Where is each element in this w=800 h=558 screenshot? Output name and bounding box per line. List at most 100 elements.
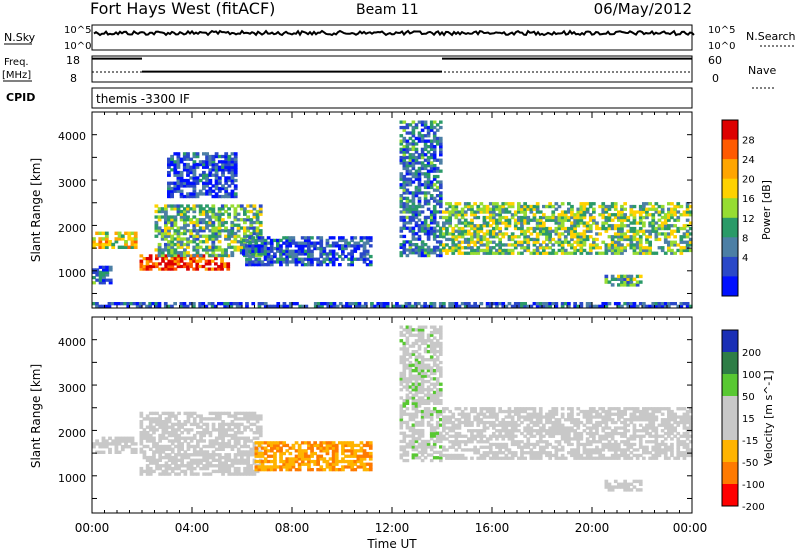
cell-velocity-cells-4	[561, 413, 565, 416]
cell-velocity-cells-1	[240, 417, 244, 420]
cell-power-cells-9	[208, 302, 212, 305]
cell-velocity-cells-4	[583, 410, 587, 413]
cell-velocity-cells-1	[218, 442, 222, 445]
cell-power-cells-9	[555, 302, 559, 305]
cell-velocity-cells-4	[533, 421, 537, 424]
cell-velocity-cells-4	[539, 407, 543, 410]
cell-power-cells-4	[186, 152, 190, 155]
cell-power-cells-6	[424, 121, 428, 124]
cell-power-cells-7	[558, 205, 562, 208]
cell-velocity-cells-0	[102, 437, 106, 440]
cell-power-cells-3	[186, 251, 190, 254]
cell-velocity-cells-4	[495, 429, 499, 432]
cell-velocity-cells-1	[143, 417, 147, 420]
cell-power-cells-7	[558, 232, 562, 235]
cell-velocity-cells-1	[227, 439, 231, 442]
cell-power-cells-6	[403, 197, 407, 200]
cell-power-cells-7	[458, 227, 462, 230]
cell-velocity-cells-4	[520, 446, 524, 449]
date-label: 06/May/2012	[594, 0, 692, 18]
cell-velocity-cells-3	[427, 385, 431, 388]
cell-power-cells-9	[283, 302, 287, 305]
cell-power-cells-7	[561, 202, 565, 205]
freq-tick-top: 18	[66, 54, 80, 67]
cell-velocity-cells-1	[202, 472, 206, 475]
cell-power-cells-6	[418, 161, 422, 164]
cell-velocity-cells-4	[583, 457, 587, 460]
cell-velocity-cells-4	[545, 429, 549, 432]
cell-velocity-cells-4	[595, 446, 599, 449]
cell-power-cells-7	[545, 252, 549, 255]
cell-power-cells-9	[608, 302, 612, 305]
cell-velocity-cells-1	[196, 414, 200, 417]
cell-velocity-cells-1	[234, 412, 238, 415]
cell-power-cells-7	[508, 243, 512, 246]
cell-velocity-cells-3	[418, 456, 422, 459]
nsky-tick-bottom-left: 10^0	[64, 41, 91, 52]
cell-power-cells-7	[592, 216, 596, 219]
cell-power-cells-7	[458, 241, 462, 244]
cell-power-cells-9	[383, 302, 387, 305]
cell-velocity-cells-3	[403, 334, 407, 337]
cell-power-cells-7	[476, 216, 480, 219]
cell-velocity-cells-1	[249, 423, 253, 426]
cell-power-cells-6	[427, 156, 431, 159]
cell-power-cells-6	[418, 224, 422, 227]
cell-power-cells-7	[595, 243, 599, 246]
cell-power-cells-6	[439, 121, 443, 124]
cell-power-cells-7	[620, 243, 624, 246]
cell-velocity-cells-1	[218, 453, 222, 456]
cell-velocity-cells-3	[403, 342, 407, 345]
cell-velocity-cells-1	[158, 472, 162, 475]
cell-velocity-cells-4	[520, 432, 524, 435]
cell-velocity-cells-1	[196, 459, 200, 462]
cell-velocity-cells-4	[533, 451, 537, 454]
cell-power-cells-7	[445, 249, 449, 252]
cell-velocity-cells-4	[520, 407, 524, 410]
cell-velocity-cells-4	[470, 429, 474, 432]
cell-power-cells-7	[658, 205, 662, 208]
cell-power-cells-7	[592, 202, 596, 205]
power-ylabel: Slant Range [km]	[29, 158, 43, 262]
cell-power-cells-7	[445, 238, 449, 241]
cell-velocity-cells-4	[451, 413, 455, 416]
cell-power-cells-0	[102, 243, 106, 246]
cell-power-cells-7	[645, 230, 649, 233]
cell-velocity-cells-3	[418, 396, 422, 399]
cell-power-cells-4	[180, 190, 184, 193]
cell-power-cells-9	[239, 302, 243, 305]
cell-power-cells-6	[415, 148, 419, 151]
cell-velocity-cells-4	[458, 418, 462, 421]
cell-velocity-cells-0	[131, 437, 135, 440]
cell-velocity-cells-1	[202, 445, 206, 448]
cell-power-cells-7	[633, 243, 637, 246]
cell-power-cells-7	[670, 249, 674, 252]
cell-velocity-cells-1	[187, 437, 191, 440]
cell-power-cells-8	[611, 283, 615, 286]
cell-power-cells-6	[403, 202, 407, 205]
cell-power-cells-7	[595, 232, 599, 235]
cell-power-cells-7	[545, 243, 549, 246]
cell-velocity-cells-1	[212, 423, 216, 426]
cell-power-cells-6	[418, 131, 422, 134]
cell-power-cells-7	[495, 202, 499, 205]
cell-power-cells-7	[642, 221, 646, 224]
cell-power-cells-0	[134, 232, 138, 235]
cell-power-cells-6	[439, 137, 443, 140]
cell-velocity-cells-1	[149, 417, 153, 420]
cell-power-cells-0	[92, 237, 96, 240]
cell-power-cells-6	[421, 210, 425, 213]
cell-velocity-cells-1	[171, 467, 175, 470]
cell-velocity-cells-1	[158, 434, 162, 437]
cell-velocity-cells-1	[152, 437, 156, 440]
cell-power-cells-5	[369, 255, 373, 258]
cell-velocity-cells-1	[227, 423, 231, 426]
cell-velocity-cells-1	[240, 431, 244, 434]
nave-tick-bottom: 0	[712, 72, 719, 85]
cell-velocity-cells-1	[227, 434, 231, 437]
cell-power-cells-4	[208, 179, 212, 182]
cell-power-cells-6	[439, 191, 443, 194]
cell-power-cells-6	[427, 140, 431, 143]
cell-velocity-cells-4	[483, 446, 487, 449]
